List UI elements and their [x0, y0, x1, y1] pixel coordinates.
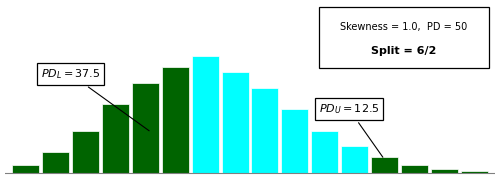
Bar: [72, 130, 99, 173]
Text: Split = 6/2: Split = 6/2: [371, 46, 436, 56]
Bar: [460, 171, 487, 173]
Bar: [341, 146, 368, 173]
Bar: [132, 83, 159, 173]
Bar: [371, 157, 398, 173]
Bar: [162, 67, 189, 173]
Bar: [102, 104, 129, 173]
Bar: [312, 130, 338, 173]
Text: Skewness = 1.0,  PD = 50: Skewness = 1.0, PD = 50: [340, 22, 468, 32]
Bar: [252, 88, 278, 173]
Bar: [12, 165, 40, 173]
Bar: [431, 169, 458, 173]
FancyBboxPatch shape: [318, 7, 489, 68]
Text: $PD_{L} = 37.5$: $PD_{L} = 37.5$: [41, 67, 149, 131]
Text: $PD_{U} = 12.5$: $PD_{U} = 12.5$: [318, 102, 383, 157]
Bar: [282, 109, 308, 173]
Bar: [192, 56, 218, 173]
Bar: [42, 152, 69, 173]
Bar: [401, 165, 428, 173]
Bar: [222, 72, 248, 173]
